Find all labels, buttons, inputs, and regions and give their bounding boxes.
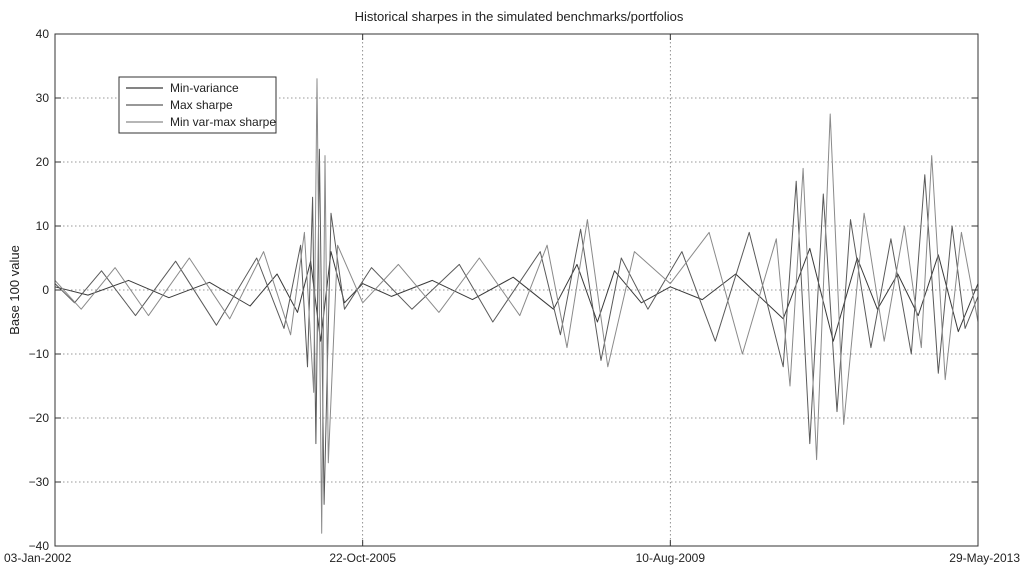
chart-title: Historical sharpes in the simulated benc… — [355, 9, 684, 24]
y-tick-label: −40 — [29, 539, 50, 553]
y-tick-label: −30 — [29, 475, 50, 489]
grid-layer — [55, 34, 978, 546]
series-line-3 — [54, 78, 979, 534]
y-tick-label: 20 — [36, 155, 50, 169]
x-tick-label: 29-May-2013 — [949, 551, 1020, 565]
y-tick-label: 30 — [36, 91, 50, 105]
y-tick-label: 10 — [36, 219, 50, 233]
x-tick-label: 03-Jan-2002 — [4, 551, 72, 565]
x-tick-label: 22-Oct-2005 — [329, 551, 396, 565]
series-line-1 — [54, 247, 979, 342]
y-tick-label: 40 — [36, 27, 50, 41]
y-axis-label: Base 100 value — [7, 245, 22, 335]
legend-label: Min-variance — [170, 81, 239, 95]
legend-label: Max sharpe — [170, 98, 233, 112]
x-tick-label: 10-Aug-2009 — [636, 551, 706, 565]
tick-layer: −40 −30 −20 −10 0 10 20 30 40 03-Jan-2002 22-Oct-2… — [4, 27, 1020, 565]
y-tick-label: 0 — [42, 283, 49, 297]
y-tick-label: −10 — [29, 347, 50, 361]
legend: Min-variance Max sharpe Min var-max sharpe — [118, 76, 277, 134]
legend-label: Min var-max sharpe — [170, 115, 276, 129]
y-tick-label: −20 — [29, 411, 50, 425]
series-line-2 — [54, 148, 979, 505]
series-layer — [54, 78, 979, 534]
